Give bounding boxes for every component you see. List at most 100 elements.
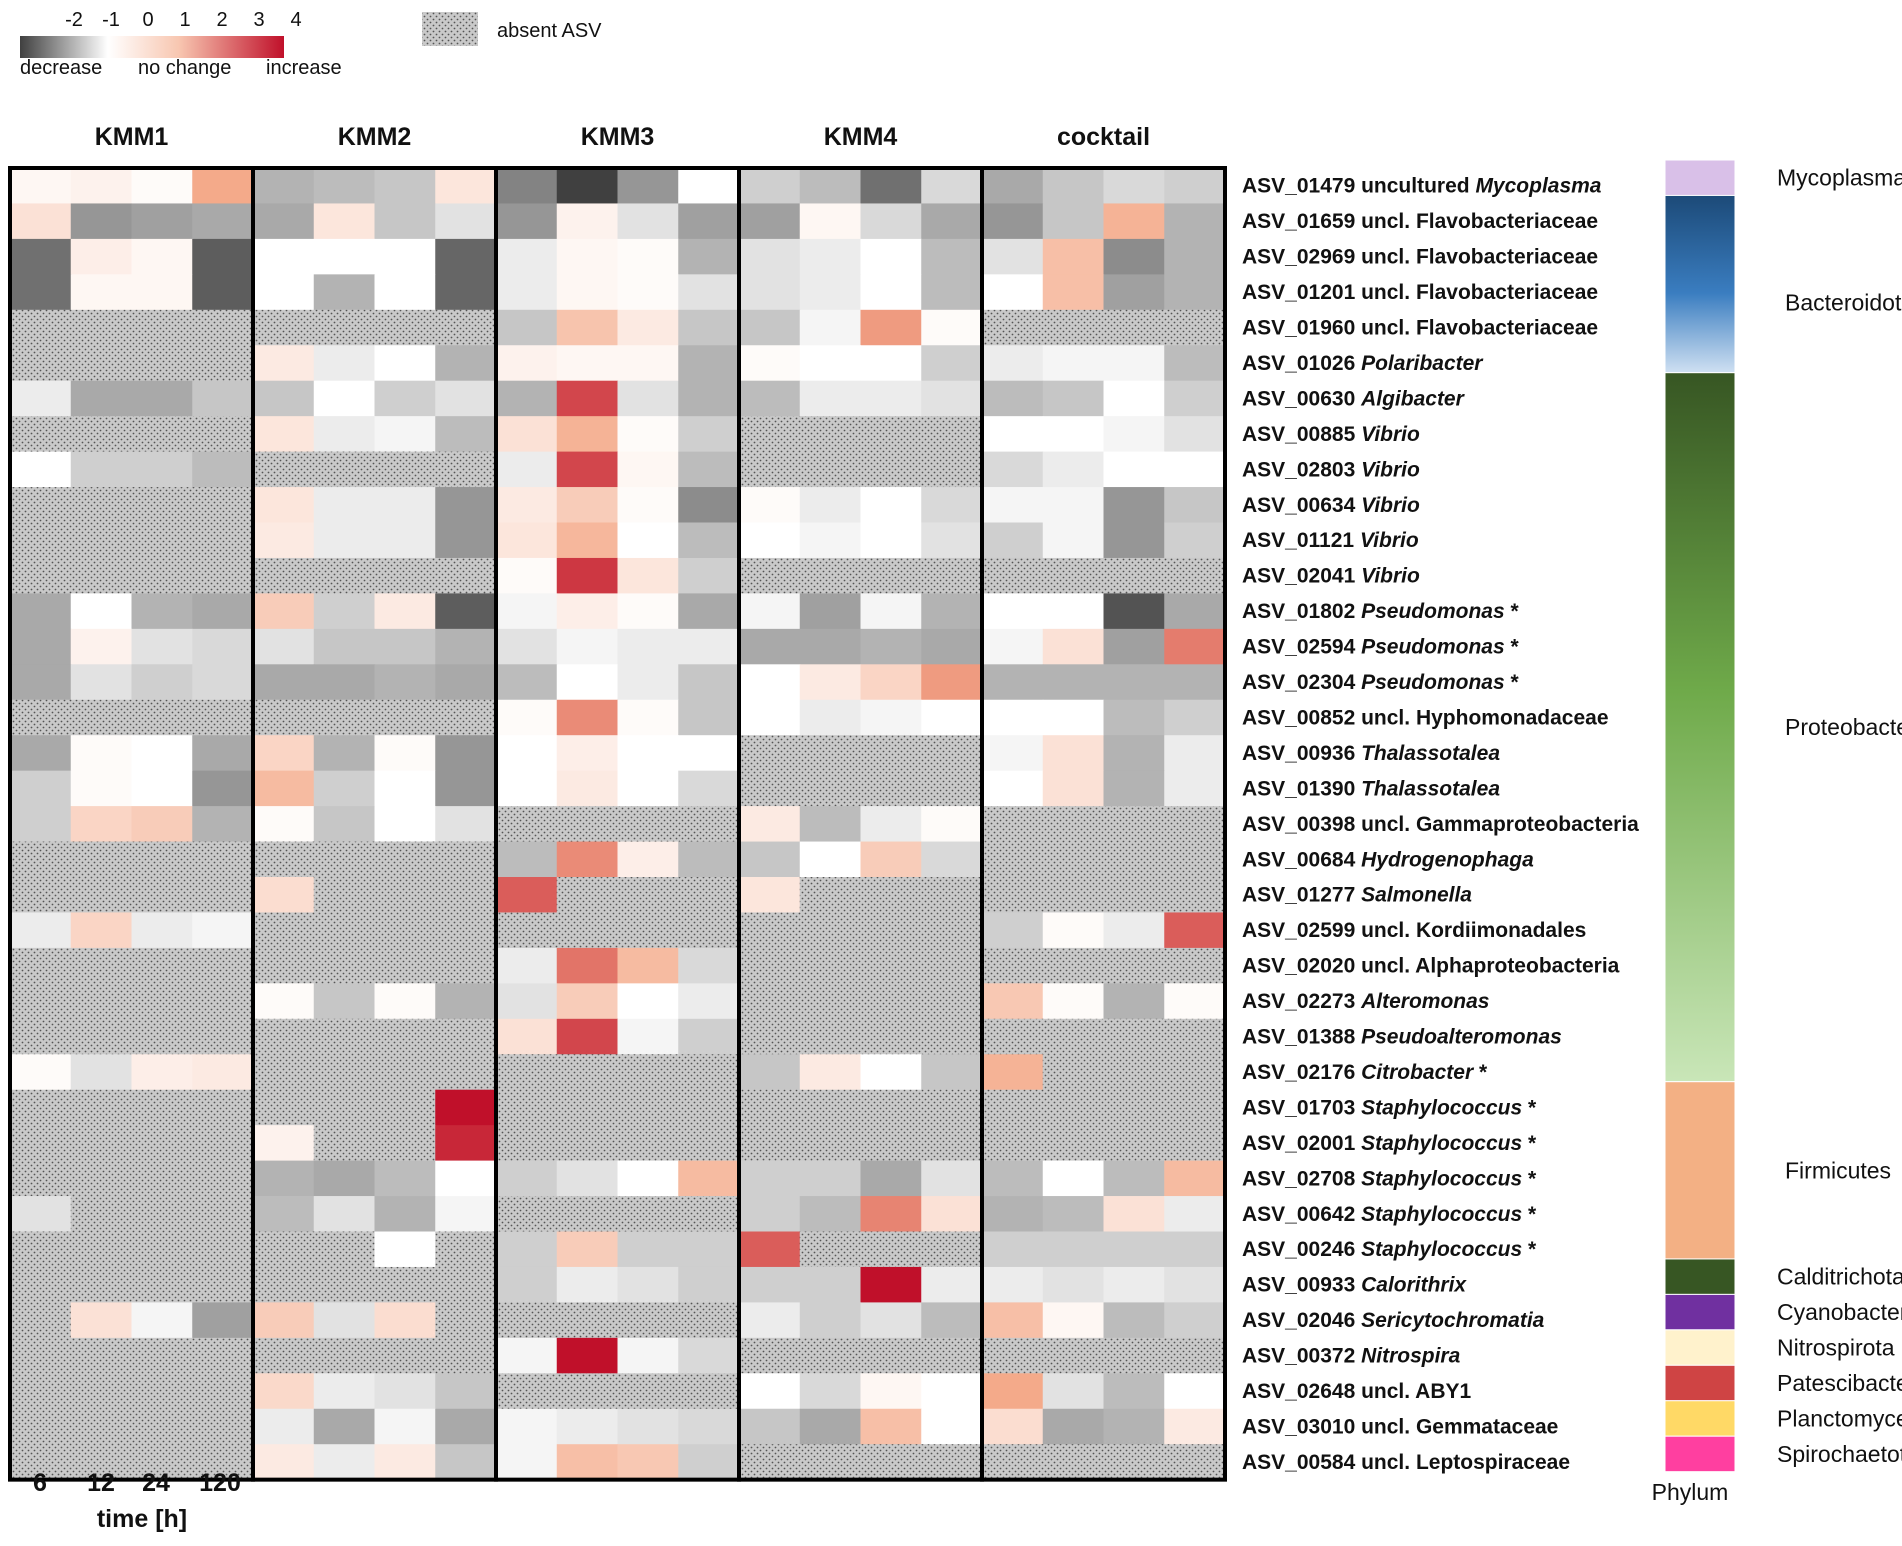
- heatmap-cell: [678, 1266, 740, 1303]
- heatmap-cell: [313, 522, 376, 559]
- heatmap-cell: [982, 557, 1044, 594]
- heatmap-cell: [70, 203, 133, 240]
- heatmap-cell: [799, 1302, 862, 1339]
- heatmap-cell: [192, 274, 254, 311]
- heatmap-cell: [10, 983, 72, 1020]
- heatmap-cell: [374, 983, 436, 1020]
- heatmap-cell: [10, 345, 72, 382]
- heatmap-cell: [10, 557, 72, 594]
- heatmap-cell: [556, 1160, 619, 1197]
- heatmap-cell: [1042, 168, 1105, 205]
- heatmap-cell: [860, 557, 922, 594]
- heatmap-cell: [1164, 168, 1226, 205]
- heatmap-cell: [313, 735, 376, 772]
- heatmap-cell: [10, 274, 72, 311]
- heatmap-cell: [131, 841, 193, 878]
- heatmap-cell: [1103, 841, 1165, 878]
- heatmap-cell: [617, 593, 679, 630]
- heatmap-cell: [799, 1373, 862, 1410]
- heatmap-cell: [860, 877, 922, 914]
- x-axis-label: time [h]: [97, 1505, 187, 1533]
- heatmap-cell: [253, 912, 315, 949]
- row-label: ASV_02020 uncl. Alphaproteobacteria: [1242, 955, 1620, 978]
- heatmap-cell: [1042, 806, 1105, 843]
- heatmap-cell: [921, 735, 983, 772]
- row-label: ASV_02273 Alteromonas: [1242, 990, 1489, 1013]
- heatmap-cell: [192, 380, 254, 417]
- heatmap-cell: [374, 912, 436, 949]
- heatmap-cell: [860, 451, 922, 488]
- heatmap-cell: [253, 593, 315, 630]
- heatmap-cell: [435, 168, 497, 205]
- heatmap-cell: [799, 1054, 862, 1091]
- heatmap-cell: [1042, 664, 1105, 701]
- heatmap-cell: [131, 1266, 193, 1303]
- heatmap-cell: [739, 593, 801, 630]
- heatmap-cell: [739, 238, 801, 275]
- heatmap-cell: [131, 699, 193, 736]
- heatmap-cell: [799, 1160, 862, 1197]
- heatmap-cell: [496, 1089, 558, 1126]
- heatmap-cell: [860, 806, 922, 843]
- heatmap-cell: [496, 806, 558, 843]
- heatmap-cell: [799, 416, 862, 453]
- heatmap-cell: [10, 1160, 72, 1197]
- heatmap-cell: [253, 203, 315, 240]
- heatmap-cell: [374, 1444, 436, 1481]
- heatmap-cell: [617, 841, 679, 878]
- heatmap-cell: [435, 1231, 497, 1268]
- heatmap-cell: [131, 1018, 193, 1055]
- heatmap-cell: [1103, 309, 1165, 346]
- heatmap-cell: [10, 628, 72, 665]
- heatmap-cell: [860, 664, 922, 701]
- heatmap-cell: [982, 1373, 1044, 1410]
- heatmap-cell: [1042, 345, 1105, 382]
- heatmap-cell: [556, 557, 619, 594]
- heatmap-cell: [921, 203, 983, 240]
- heatmap-cell: [496, 947, 558, 984]
- row-label: ASV_01277 Salmonella: [1242, 884, 1472, 907]
- heatmap-cell: [10, 1231, 72, 1268]
- phylum-label: Nitrospirota: [1777, 1335, 1895, 1361]
- heatmap-cell: [678, 451, 740, 488]
- heatmap-cell: [192, 1337, 254, 1374]
- heatmap-cell: [860, 238, 922, 275]
- heatmap-cell: [313, 770, 376, 807]
- heatmap-cell: [617, 1089, 679, 1126]
- heatmap-cell: [799, 274, 862, 311]
- heatmap-cell: [556, 628, 619, 665]
- heatmap-cell: [131, 1125, 193, 1162]
- heatmap-cell: [1103, 1196, 1165, 1233]
- row-labels: ASV_01479 uncultured Mycoplasma ASV_01659…: [1242, 175, 1639, 1474]
- heatmap-cell: [10, 451, 72, 488]
- heatmap-cell: [921, 309, 983, 346]
- heatmap-cell: [10, 238, 72, 275]
- heatmap-cell: [435, 416, 497, 453]
- heatmap-cell: [1103, 1266, 1165, 1303]
- heatmap-cell: [313, 1196, 376, 1233]
- heatmap-cell: [739, 451, 801, 488]
- heatmap-cell: [799, 841, 862, 878]
- heatmap-cell: [556, 699, 619, 736]
- phylum-label: Cyanobacteria: [1777, 1299, 1902, 1325]
- heatmap-cell: [1042, 593, 1105, 630]
- heatmap-cell: [556, 877, 619, 914]
- heatmap-cell: [921, 1125, 983, 1162]
- heatmap-cell: [496, 238, 558, 275]
- heatmap-cell: [982, 806, 1044, 843]
- heatmap-cell: [374, 238, 436, 275]
- heatmap-cell: [799, 380, 862, 417]
- heatmap-cell: [1042, 1054, 1105, 1091]
- heatmap-cell: [374, 1408, 436, 1445]
- row-label: ASV_01703 Staphylococcus *: [1242, 1096, 1537, 1119]
- heatmap-cell: [496, 1018, 558, 1055]
- heatmap-cell: [374, 947, 436, 984]
- heatmap-cell: [860, 770, 922, 807]
- heatmap-cell: [860, 416, 922, 453]
- heatmap-cell: [921, 168, 983, 205]
- heatmap-cell: [556, 416, 619, 453]
- heatmap-cell: [313, 1337, 376, 1374]
- heatmap-cell: [1103, 699, 1165, 736]
- heatmap-cell: [556, 1408, 619, 1445]
- heatmap-cell: [374, 1125, 436, 1162]
